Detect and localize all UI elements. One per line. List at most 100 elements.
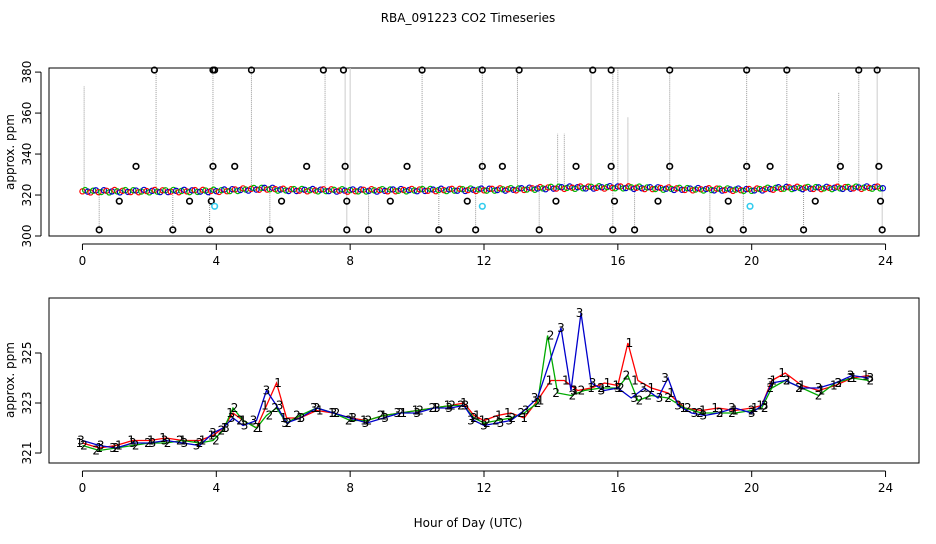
series-3-marker: 3 (674, 399, 682, 413)
series-3-marker: 3 (589, 376, 597, 390)
outlier-high-point (666, 66, 674, 74)
outlier-mid-point (132, 162, 140, 170)
data-point (159, 187, 166, 194)
series-1-marker: 1 (261, 399, 269, 413)
data-point (678, 186, 686, 193)
series-2-marker: 2 (231, 401, 239, 415)
outlier-high-point (418, 66, 426, 74)
series-1-line (82, 342, 869, 449)
series-1-marker: 1 (731, 404, 739, 418)
series-1-marker: 1 (221, 421, 229, 435)
series-2-marker: 2 (196, 436, 204, 450)
series-1-marker: 1 (479, 414, 487, 428)
data-point (620, 185, 627, 192)
series-2-marker: 2 (345, 414, 353, 428)
series-2-marker: 2 (470, 411, 478, 425)
series-3-marker: 3 (835, 376, 843, 390)
outlier-high-point (150, 66, 159, 74)
series-2-marker: 2 (212, 434, 220, 448)
series-1-marker: 1 (460, 396, 468, 410)
series-2-marker: 2 (748, 404, 756, 418)
series-3-marker: 3 (281, 416, 289, 430)
series-1-marker: 1 (667, 386, 675, 400)
series-2-marker: 2 (636, 394, 644, 408)
series-1-marker: 1 (711, 401, 719, 415)
outlier-mid-point (666, 162, 674, 170)
series-1-marker: 1 (769, 374, 777, 388)
series-3-marker: 3 (241, 419, 249, 433)
outlier-mid-point (209, 162, 217, 170)
data-point (614, 183, 622, 190)
series-2-marker: 2 (866, 374, 874, 388)
outlier-high-point (783, 66, 791, 74)
series-1-marker: 1 (818, 384, 826, 398)
series-3-marker: 3 (531, 391, 539, 405)
flagged-point (211, 202, 219, 210)
outlier-mid-point (766, 162, 774, 170)
data-point (135, 189, 142, 196)
outlier-low-point (472, 226, 480, 234)
outlier-high-point (855, 66, 863, 74)
series-1-marker: 1 (328, 406, 336, 420)
series-2-marker: 2 (569, 389, 577, 403)
series-2-marker: 2 (416, 404, 424, 418)
data-point (526, 184, 533, 191)
data-point (427, 185, 434, 193)
series-3-marker: 3 (761, 399, 769, 413)
series-1-marker: 1 (495, 409, 503, 423)
series-3-marker: 3 (598, 384, 606, 398)
outlier-high-point (339, 66, 348, 74)
bottom-y-axis: 321 323 325 (20, 342, 42, 464)
bottom-x-axis: 0 4 8 12 16 20 24 (79, 470, 893, 495)
series-3-marker: 3 (250, 414, 258, 428)
bottom-x-tick-label: 8 (346, 481, 354, 495)
outlier-mid-point (572, 162, 580, 170)
outlier-low-point (609, 226, 617, 234)
series-2-marker: 2 (795, 381, 803, 395)
series-2-marker: 2 (397, 406, 405, 420)
series-3-marker: 3 (728, 401, 736, 415)
series-2-marker: 2 (236, 414, 244, 428)
series-1-marker: 1 (431, 401, 439, 415)
series-2-marker: 2 (448, 399, 456, 413)
top-x-tick-label: 4 (212, 254, 220, 268)
series-2-marker: 2 (623, 369, 631, 383)
series-3-marker: 3 (716, 406, 724, 420)
series-2-marker: 2 (578, 384, 586, 398)
series-3-marker: 3 (467, 414, 475, 428)
data-point (812, 183, 820, 191)
series-1-marker: 1 (412, 404, 420, 418)
outlier-high-point (478, 66, 486, 74)
data-point (585, 183, 592, 190)
series-3-line (82, 312, 869, 449)
outlier-low-point (799, 226, 808, 234)
data-point (352, 187, 359, 195)
series-2-marker: 2 (547, 329, 555, 343)
data-point (753, 185, 761, 192)
series-3-marker: 3 (505, 414, 513, 428)
series-2-marker: 2 (333, 406, 341, 420)
series-3-marker: 3 (480, 419, 488, 433)
data-point (491, 187, 498, 194)
data-point (293, 187, 300, 195)
outlier-high-point (515, 66, 523, 74)
series-3-marker: 3 (847, 369, 855, 383)
series-2-marker: 2 (664, 391, 672, 405)
series-3-marker: 3 (413, 406, 421, 420)
series-2-marker: 2 (835, 376, 843, 390)
top-x-tick-label: 12 (476, 254, 491, 268)
series-1-marker: 1 (626, 336, 634, 350)
series-1-marker: 1 (76, 436, 84, 450)
top-y-axis: 300 320 340 360 380 (20, 61, 42, 247)
flagged-point (478, 202, 486, 210)
data-point (451, 187, 458, 194)
series-2-marker: 2 (428, 401, 436, 415)
outlier-mid-point (403, 162, 411, 170)
outlier-point (811, 197, 819, 205)
series-1-marker: 1 (444, 399, 452, 413)
outlier-low-point (878, 226, 886, 234)
series-1-marker: 1 (95, 441, 103, 455)
series-1-marker: 1 (613, 379, 621, 393)
series-3-marker: 3 (433, 401, 441, 415)
